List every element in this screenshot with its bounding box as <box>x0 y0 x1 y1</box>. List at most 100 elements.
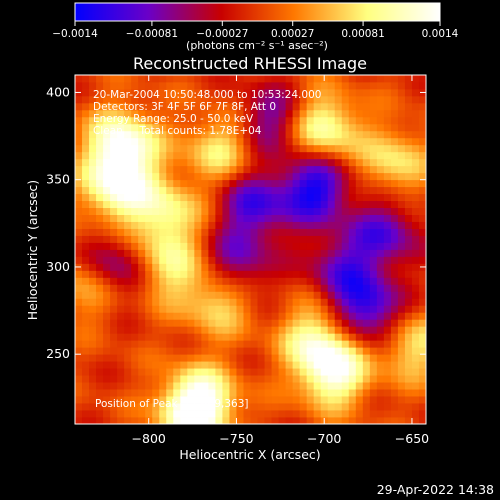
heatmap-cell <box>250 347 258 355</box>
heatmap-cell <box>96 382 104 390</box>
heatmap-cell <box>418 214 426 222</box>
heatmap-cell <box>103 172 111 181</box>
heatmap-cell <box>110 319 118 327</box>
heatmap-cell <box>152 410 160 418</box>
heatmap-cell <box>397 242 406 250</box>
heatmap-cell <box>306 361 315 369</box>
heatmap-cell <box>124 235 132 243</box>
heatmap-cell <box>299 95 308 104</box>
heatmap-cell <box>96 284 104 292</box>
heatmap-cell <box>397 270 406 278</box>
heatmap-cell <box>299 172 308 181</box>
heatmap-cell <box>369 326 378 334</box>
heatmap-cell <box>229 88 237 97</box>
heatmap-cell <box>355 382 364 390</box>
heatmap-cell <box>383 256 392 264</box>
heatmap-cell <box>271 319 279 327</box>
heatmap-cell <box>187 130 195 139</box>
heatmap-cell <box>341 95 350 104</box>
heatmap-cell <box>180 130 188 139</box>
heatmap-cell <box>208 277 216 285</box>
heatmap-cell <box>271 130 279 139</box>
heatmap-cell <box>383 375 392 383</box>
heatmap-cell <box>320 130 329 139</box>
heatmap-cell <box>110 179 118 188</box>
heatmap-cell <box>82 179 90 188</box>
heatmap-cell <box>243 102 251 111</box>
heatmap-cell <box>208 249 216 257</box>
heatmap-cell <box>82 158 90 167</box>
heatmap-cell <box>159 221 167 229</box>
heatmap-cell <box>264 326 272 334</box>
heatmap-cell <box>243 158 251 167</box>
heatmap-cell <box>229 319 237 327</box>
heatmap-cell <box>397 305 406 313</box>
heatmap-cell <box>131 75 139 83</box>
heatmap-cell <box>285 340 294 348</box>
heatmap-cell <box>75 298 83 306</box>
heatmap-cell <box>124 368 132 376</box>
heatmap-cell <box>222 340 230 348</box>
heatmap-cell <box>348 137 357 146</box>
heatmap-cell <box>187 312 195 320</box>
heatmap-cell <box>390 277 399 285</box>
heatmap-cell <box>215 291 223 299</box>
heatmap-cell <box>327 151 336 160</box>
heatmap-cell <box>194 116 202 125</box>
heatmap-cell <box>327 270 336 278</box>
heatmap-cell <box>271 403 279 411</box>
heatmap-cell <box>236 396 244 404</box>
heatmap-cell <box>187 333 195 341</box>
heatmap-cell <box>215 270 223 278</box>
heatmap-cell <box>131 235 139 243</box>
heatmap-cell <box>194 263 202 271</box>
heatmap-cell <box>103 88 111 97</box>
heatmap-cell <box>229 235 237 243</box>
heatmap-cell <box>166 158 174 167</box>
heatmap-cell <box>250 270 258 278</box>
heatmap-cell <box>299 109 308 118</box>
heatmap-cell <box>355 200 364 209</box>
heatmap-cell <box>243 242 251 250</box>
heatmap-cell <box>285 298 294 306</box>
heatmap-cell <box>390 256 399 264</box>
heatmap-cell <box>229 305 237 313</box>
heatmap-cell <box>313 228 322 236</box>
heatmap-cell <box>250 116 258 125</box>
heatmap-cell <box>299 151 308 160</box>
heatmap-cell <box>404 81 413 90</box>
heatmap-cell <box>131 312 139 320</box>
heatmap-cell <box>411 291 420 299</box>
heatmap-cell <box>138 81 146 90</box>
heatmap-cell <box>383 102 392 111</box>
heatmap-cell <box>418 284 426 292</box>
heatmap-cell <box>278 354 286 362</box>
heatmap-cell <box>194 326 202 334</box>
heatmap-cell <box>117 291 125 299</box>
heatmap-cell <box>320 382 329 390</box>
heatmap-cell <box>348 249 357 257</box>
heatmap-cell <box>355 396 364 404</box>
heatmap-cell <box>397 214 406 222</box>
heatmap-cell <box>292 144 301 153</box>
heatmap-cell <box>82 151 90 160</box>
heatmap-cell <box>250 151 258 160</box>
heatmap-cell <box>117 319 125 327</box>
heatmap-cell <box>180 340 188 348</box>
heatmap-cell <box>285 312 294 320</box>
heatmap-cell <box>243 410 251 418</box>
heatmap-cell <box>285 368 294 376</box>
heatmap-cell <box>278 102 286 111</box>
heatmap-cell <box>82 228 90 236</box>
heatmap-cell <box>362 193 371 202</box>
heatmap-cell <box>411 228 420 236</box>
heatmap-cell <box>89 109 97 118</box>
heatmap-cell <box>96 242 104 250</box>
heatmap-cell <box>299 221 308 229</box>
heatmap-cell <box>103 284 111 292</box>
heatmap-cell <box>152 396 160 404</box>
heatmap-cell <box>250 179 258 188</box>
heatmap-cell <box>376 75 385 83</box>
heatmap-cell <box>313 340 322 348</box>
heatmap-cell <box>229 277 237 285</box>
